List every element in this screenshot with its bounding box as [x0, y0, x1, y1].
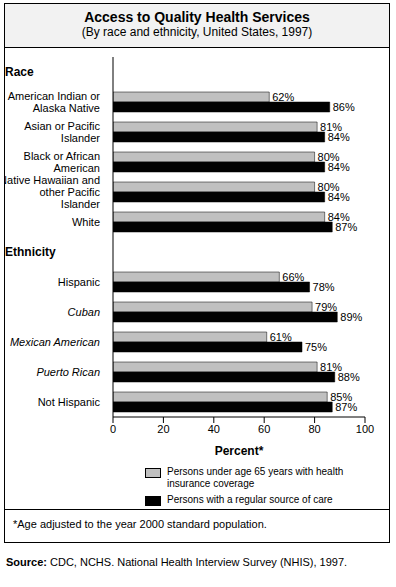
svg-text:80%: 80% [317, 180, 340, 193]
html-text:Source: CDC, NCHS. National He: Source: CDC, NCHS. National Health Inter… [6, 556, 348, 568]
svg-text:Cuban: Cuban [68, 306, 100, 318]
svg-text:89%: 89% [340, 311, 362, 323]
svg-text:84%: 84% [327, 210, 350, 223]
svg-text:Ethnicity: Ethnicity [8, 245, 56, 259]
svg-text:80: 80 [308, 423, 320, 435]
svg-text:88%: 88% [338, 371, 360, 383]
svg-text:78%: 78% [313, 281, 335, 293]
svg-text:40: 40 [208, 423, 220, 435]
html-text:*Age adjusted to the year 2000: *Age adjusted to the year 2000 standard … [13, 518, 267, 530]
html-text:Persons under age 65 years wit: Persons under age 65 years with health i… [167, 466, 344, 489]
svg-text:Asian or PacificIslander: Asian or PacificIslander [24, 120, 100, 144]
svg-text:86%: 86% [333, 101, 355, 113]
svg-text:87%: 87% [335, 401, 357, 413]
svg-text:Percent*: Percent* [215, 444, 264, 458]
svg-text:0: 0 [110, 423, 116, 435]
html-text:Access to Quality Health Servi: Access to Quality Health Services [84, 9, 310, 25]
svg-text:62%: 62% [272, 91, 294, 103]
svg-text:84%: 84% [328, 161, 350, 173]
svg-text:American Indian orAlaska Nativ: American Indian orAlaska Native [8, 90, 100, 114]
svg-text:Puerto Rican: Puerto Rican [36, 366, 100, 378]
svg-text:81%: 81% [320, 360, 343, 373]
svg-text:20: 20 [157, 423, 169, 435]
svg-text:81%: 81% [320, 120, 343, 133]
svg-text:84%: 84% [328, 131, 350, 143]
svg-text:80%: 80% [317, 150, 340, 163]
svg-text:66%: 66% [282, 271, 304, 283]
svg-text:Not Hispanic: Not Hispanic [38, 396, 101, 408]
html-text:(By race and ethnicity, United: (By race and ethnicity, United States, 1… [81, 25, 313, 39]
svg-text:79%: 79% [315, 301, 337, 313]
svg-text:84%: 84% [328, 191, 350, 203]
svg-text:Black or AfricanAmerican: Black or AfricanAmerican [24, 150, 100, 174]
svg-text:100: 100 [356, 423, 374, 435]
svg-text:75%: 75% [305, 341, 327, 353]
svg-text:White: White [72, 216, 100, 228]
svg-text:61%: 61% [270, 331, 292, 343]
svg-text:Hispanic: Hispanic [58, 276, 101, 288]
svg-text:85%: 85% [330, 390, 353, 403]
svg-text:Mexican American: Mexican American [10, 336, 100, 348]
svg-text:Native Hawaiian andother Pacif: Native Hawaiian andother PacificIslander [8, 174, 100, 210]
svg-text:87%: 87% [335, 221, 357, 233]
svg-text:60: 60 [258, 423, 270, 435]
html-text:Persons with a regular source: Persons with a regular source of care [167, 494, 333, 505]
svg-text:Race: Race [8, 65, 34, 79]
